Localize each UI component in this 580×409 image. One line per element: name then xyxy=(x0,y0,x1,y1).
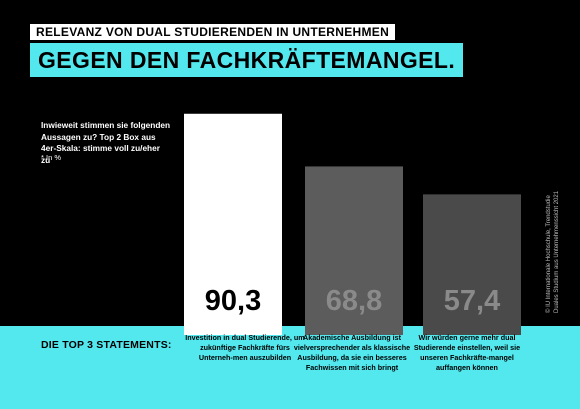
statement-1: Investition in dual Studierende, um zukü… xyxy=(185,333,305,362)
statement-3: Wir würden gerne mehr dual Studierende e… xyxy=(413,333,521,372)
bar-1 xyxy=(184,113,282,335)
survey-question: Inwieweit stimmen sie folgenden Aussagen… xyxy=(41,120,171,165)
bar-value-label-1: 90,3 xyxy=(204,285,262,317)
bar-value-label-3: 57,4 xyxy=(443,285,501,317)
statement-2: Akademische Ausbildung ist vielversprech… xyxy=(293,333,411,372)
statements-band xyxy=(0,326,580,409)
statements-title: DIE TOP 3 STATEMENTS: xyxy=(41,339,172,351)
bar-3 xyxy=(423,194,521,335)
unit-note: * In % xyxy=(41,153,62,162)
page-headline: GEGEN DEN FACHKRÄFTEMANGEL. xyxy=(30,43,464,77)
section-label: RELEVANZ VON DUAL STUDIERENDEN IN UNTERN… xyxy=(30,24,396,40)
bar-2 xyxy=(305,166,403,335)
bar-value-label-2: 68,8 xyxy=(325,285,383,317)
